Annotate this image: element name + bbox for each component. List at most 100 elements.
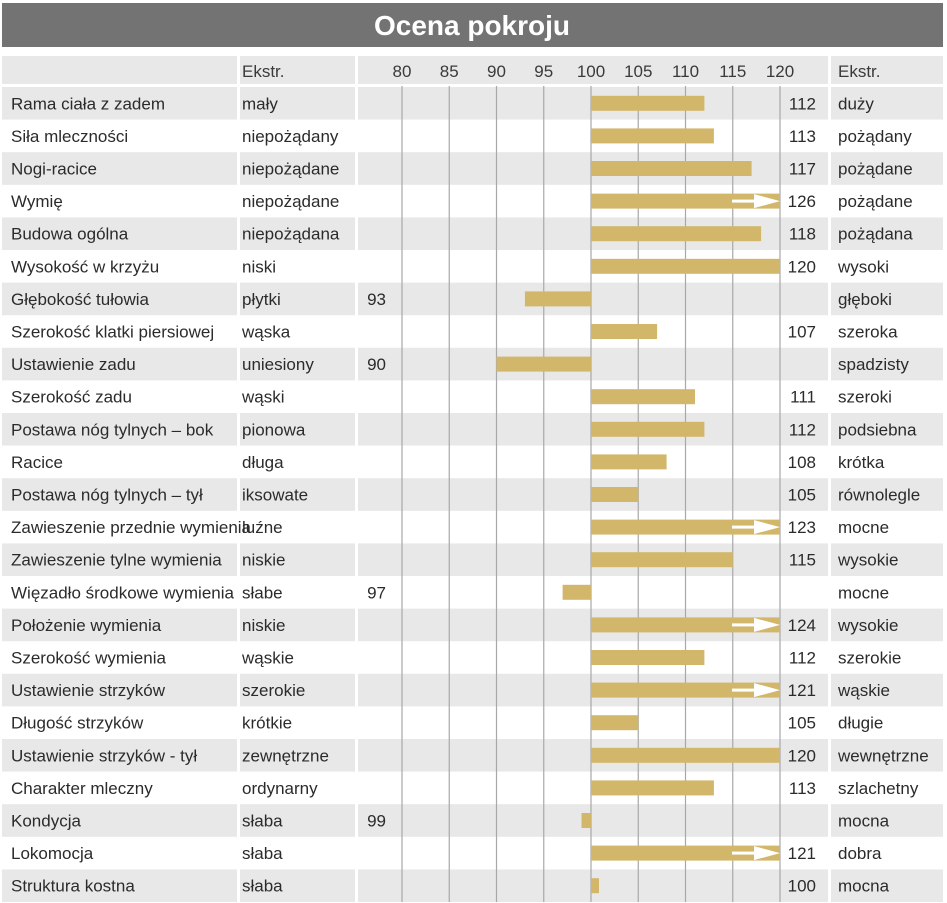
- bar: [591, 780, 714, 796]
- trait-label: Położenie wymienia: [11, 616, 162, 635]
- extreme-left-label: słabe: [242, 583, 283, 602]
- header-extreme-right: Ekstr.: [838, 62, 881, 81]
- row-shade: [2, 152, 943, 185]
- bar: [591, 552, 733, 568]
- value-label: 97: [367, 583, 386, 602]
- value-label: 118: [789, 225, 816, 244]
- bar: [591, 389, 695, 405]
- tick-label: 85: [440, 62, 459, 81]
- row-labels: Rama ciała z zadem mały duży 112 Siła mleczn…: [11, 94, 929, 895]
- trait-label: Głębokość tułowia: [11, 290, 150, 309]
- tick-label: 80: [393, 62, 412, 81]
- bar: [591, 747, 780, 763]
- trait-label: Długość strzyków: [11, 714, 144, 733]
- extreme-left-label: niepożądane: [242, 192, 339, 211]
- bar: [591, 226, 762, 242]
- trait-label: Postawa nóg tylnych – tył: [11, 486, 203, 505]
- extreme-left-label: mały: [242, 94, 278, 113]
- trait-label: Zawieszenie przednie wymienia: [11, 518, 252, 537]
- bar: [591, 845, 780, 861]
- trait-label: Budowa ogólna: [11, 225, 129, 244]
- extreme-right-label: mocna: [838, 877, 890, 896]
- value-label: 126: [788, 192, 816, 211]
- bar: [591, 193, 780, 209]
- overflow-arrow-head: [754, 194, 780, 209]
- trait-label: Nogi-racice: [11, 160, 97, 179]
- trait-label: Struktura kostna: [11, 877, 135, 896]
- extreme-left-label: słaba: [242, 844, 283, 863]
- value-label: 120: [788, 257, 816, 276]
- header-extreme-left: Ekstr.: [242, 62, 285, 81]
- extreme-left-label: luźne: [242, 518, 283, 537]
- trait-label: Postawa nóg tylnych – bok: [11, 420, 214, 439]
- extreme-left-label: wąski: [241, 388, 285, 407]
- value-label: 113: [789, 127, 816, 146]
- row-shade: [2, 217, 943, 250]
- value-label: 124: [788, 616, 816, 635]
- bar: [591, 258, 780, 274]
- value-label: 107: [788, 323, 816, 342]
- value-label: 113: [789, 779, 816, 798]
- extreme-left-label: słaba: [242, 877, 283, 896]
- trait-label: Ustawienie strzyków - tył: [11, 746, 197, 765]
- extreme-left-label: wąska: [241, 323, 291, 342]
- trait-label: Rama ciała z zadem: [11, 94, 165, 113]
- bar: [591, 95, 705, 111]
- extreme-left-label: ordynarny: [242, 779, 318, 798]
- extreme-right-label: mocne: [838, 583, 889, 602]
- bar: [591, 487, 639, 502]
- row-shade: [2, 478, 943, 511]
- bar: [591, 161, 752, 176]
- overflow-arrow-shaft: [732, 851, 754, 855]
- value-label: 112: [789, 649, 816, 668]
- trait-label: Zawieszenie tylne wymienia: [11, 551, 222, 570]
- extreme-right-label: spadzisty: [838, 355, 909, 374]
- overflow-arrow-shaft: [732, 199, 754, 203]
- header-row-shade: [2, 56, 943, 84]
- chart-title: Ocena pokroju: [374, 10, 570, 41]
- trait-label: Lokomocja: [11, 844, 94, 863]
- tick-label: 110: [672, 62, 699, 81]
- value-label: 121: [788, 844, 816, 863]
- value-label: 105: [788, 714, 816, 733]
- extreme-left-label: niskie: [242, 551, 285, 570]
- extreme-left-label: iksowate: [242, 486, 308, 505]
- extreme-right-label: wysokie: [837, 616, 898, 635]
- bar: [591, 682, 780, 698]
- extreme-right-label: głęboki: [838, 290, 892, 309]
- extreme-right-label: wysokie: [837, 551, 898, 570]
- extreme-right-label: pożądane: [838, 160, 913, 179]
- extreme-right-label: pożądany: [838, 127, 912, 146]
- row-shade: [2, 282, 943, 316]
- tick-label: 105: [624, 62, 652, 81]
- trait-label: Wysokość w krzyżu: [11, 257, 159, 276]
- row-shade: [2, 543, 943, 576]
- row-shade: [2, 413, 943, 446]
- value-label: 100: [788, 877, 816, 896]
- bar: [591, 650, 705, 665]
- extreme-left-label: słaba: [242, 812, 283, 831]
- trait-label: Więzadło środkowe wymienia: [11, 583, 235, 602]
- tick-labels: 80 85 90 95 100 105 110 115 120: [393, 62, 795, 81]
- extreme-right-label: pożądane: [838, 192, 913, 211]
- tick-label: 120: [766, 62, 794, 81]
- extreme-right-label: dobra: [838, 844, 882, 863]
- value-label: 105: [788, 486, 816, 505]
- extreme-right-label: wąskie: [837, 681, 890, 700]
- value-label: 121: [788, 681, 816, 700]
- title-bar: [2, 3, 943, 47]
- overflow-arrow-shaft: [732, 525, 754, 529]
- extreme-right-label: szeroka: [838, 323, 898, 342]
- extreme-right-label: podsiebna: [838, 420, 917, 439]
- extreme-right-label: mocna: [838, 812, 890, 831]
- trait-label: Ustawienie zadu: [11, 355, 136, 374]
- trait-label: Siła mleczności: [11, 127, 128, 146]
- trait-label: Charakter mleczny: [11, 779, 153, 798]
- row-shade: [2, 739, 943, 772]
- extreme-left-label: niski: [242, 257, 276, 276]
- value-label: 115: [789, 551, 816, 570]
- trait-label: Wymię: [11, 192, 63, 211]
- extreme-right-label: szeroki: [838, 388, 892, 407]
- trait-label: Szerokość wymienia: [11, 649, 166, 668]
